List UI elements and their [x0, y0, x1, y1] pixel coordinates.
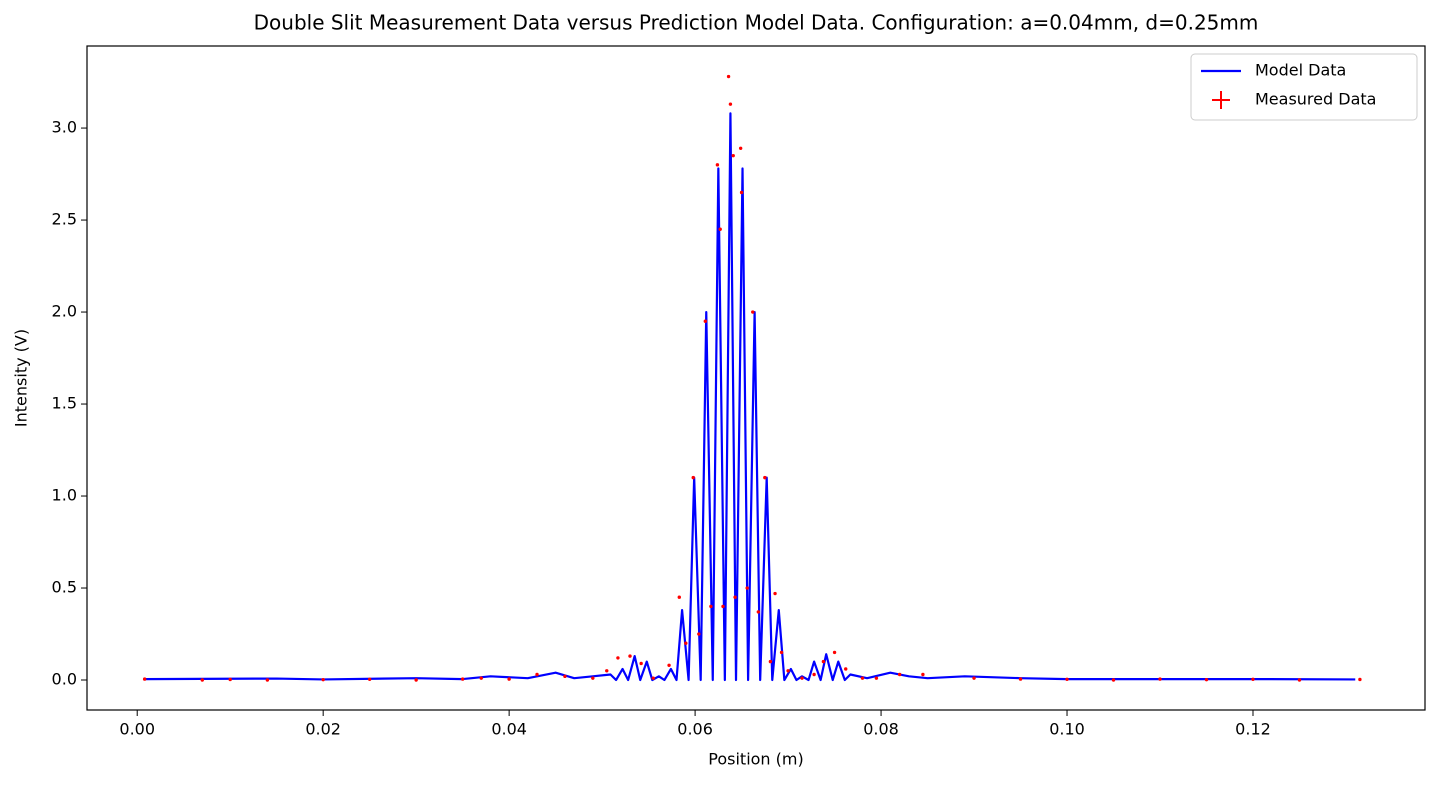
measured-point: [1204, 677, 1209, 682]
plot-frame: [86, 45, 1426, 711]
measured-point: [605, 669, 609, 673]
measured-point: [200, 678, 204, 682]
measured-point: [726, 74, 731, 79]
measured-point: [738, 146, 743, 150]
measured-point: [721, 604, 725, 609]
measured-point: [616, 656, 620, 660]
chart-title: Double Slit Measurement Data versus Pred…: [254, 11, 1259, 35]
measured-point: [763, 475, 767, 480]
x-tick-label: 0.04: [491, 720, 527, 739]
measured-point: [414, 678, 418, 682]
x-tick-label: 0.00: [119, 720, 155, 739]
measured-point: [874, 676, 879, 680]
measured-point: [768, 659, 773, 664]
measured-point: [563, 674, 567, 679]
measured-point: [684, 641, 688, 645]
measured-point: [1065, 677, 1069, 681]
measured-point: [812, 672, 816, 677]
measured-point: [691, 475, 695, 480]
y-tick-label: 1.0: [52, 486, 77, 505]
y-tick-label: 0.5: [52, 578, 77, 597]
measured-point: [628, 654, 632, 658]
measured-point: [733, 595, 737, 599]
measured-point: [228, 677, 232, 682]
measured-point: [739, 190, 744, 195]
measured-point: [972, 676, 976, 680]
measured-point: [715, 163, 720, 167]
x-axis-label: Position (m): [708, 750, 803, 769]
measured-point: [1358, 677, 1362, 682]
measured-point: [709, 604, 713, 609]
measured-point: [1297, 678, 1302, 682]
measured-point: [773, 591, 777, 596]
legend-marker: [1212, 91, 1230, 109]
measured-point: [832, 650, 837, 655]
x-tick-label: 0.10: [1049, 720, 1085, 739]
measured-point: [1251, 677, 1255, 681]
y-axis-label: Intensity (V): [12, 329, 31, 427]
model-line: [144, 112, 1356, 682]
legend: Model Data Measured Data: [1190, 53, 1418, 121]
measured-point: [651, 676, 655, 680]
measured-point: [265, 678, 270, 682]
measured-point: [460, 677, 465, 681]
measured-point: [677, 595, 681, 599]
measured-point: [821, 659, 826, 664]
x-tick-label: 0.02: [305, 720, 341, 739]
measured-point: [667, 663, 671, 667]
measured-point: [756, 610, 761, 614]
measured-point: [786, 669, 790, 673]
measured-point: [1158, 677, 1162, 681]
y-tick-label: 3.0: [52, 118, 77, 137]
measured-point: [535, 672, 539, 677]
measured-point: [731, 153, 735, 158]
legend-label: Measured Data: [1255, 90, 1376, 109]
measured-point: [321, 677, 325, 682]
measured-point: [728, 102, 733, 106]
measured-point: [591, 676, 595, 680]
measured-point: [507, 677, 511, 681]
measured-point: [1111, 678, 1116, 682]
measured-point: [718, 227, 722, 231]
measured-point: [1018, 677, 1023, 681]
measured-point: [639, 661, 643, 666]
measured-point: [745, 586, 749, 590]
measured-point: [897, 672, 902, 677]
x-tick-label: 0.12: [1235, 720, 1271, 739]
measured-point: [779, 650, 784, 655]
measured-point: [142, 677, 147, 681]
x-tick-label: 0.08: [863, 720, 899, 739]
measured-point: [844, 667, 848, 671]
measured-point: [697, 632, 701, 636]
y-tick-label: 2.5: [52, 210, 77, 229]
legend-label: Model Data: [1255, 61, 1346, 80]
x-tick-label: 0.06: [677, 720, 713, 739]
y-tick-label: 2.0: [52, 302, 77, 321]
measured-point: [800, 676, 804, 680]
measured-point: [921, 672, 925, 677]
legend-box: [1190, 53, 1418, 121]
y-tick-label: 1.5: [52, 394, 77, 413]
y-tick-label: 0.0: [52, 670, 77, 689]
measured-point: [479, 676, 483, 680]
measured-point: [860, 676, 865, 680]
measured-point: [703, 319, 708, 323]
measured-point: [751, 310, 755, 314]
measured-point: [367, 677, 372, 681]
